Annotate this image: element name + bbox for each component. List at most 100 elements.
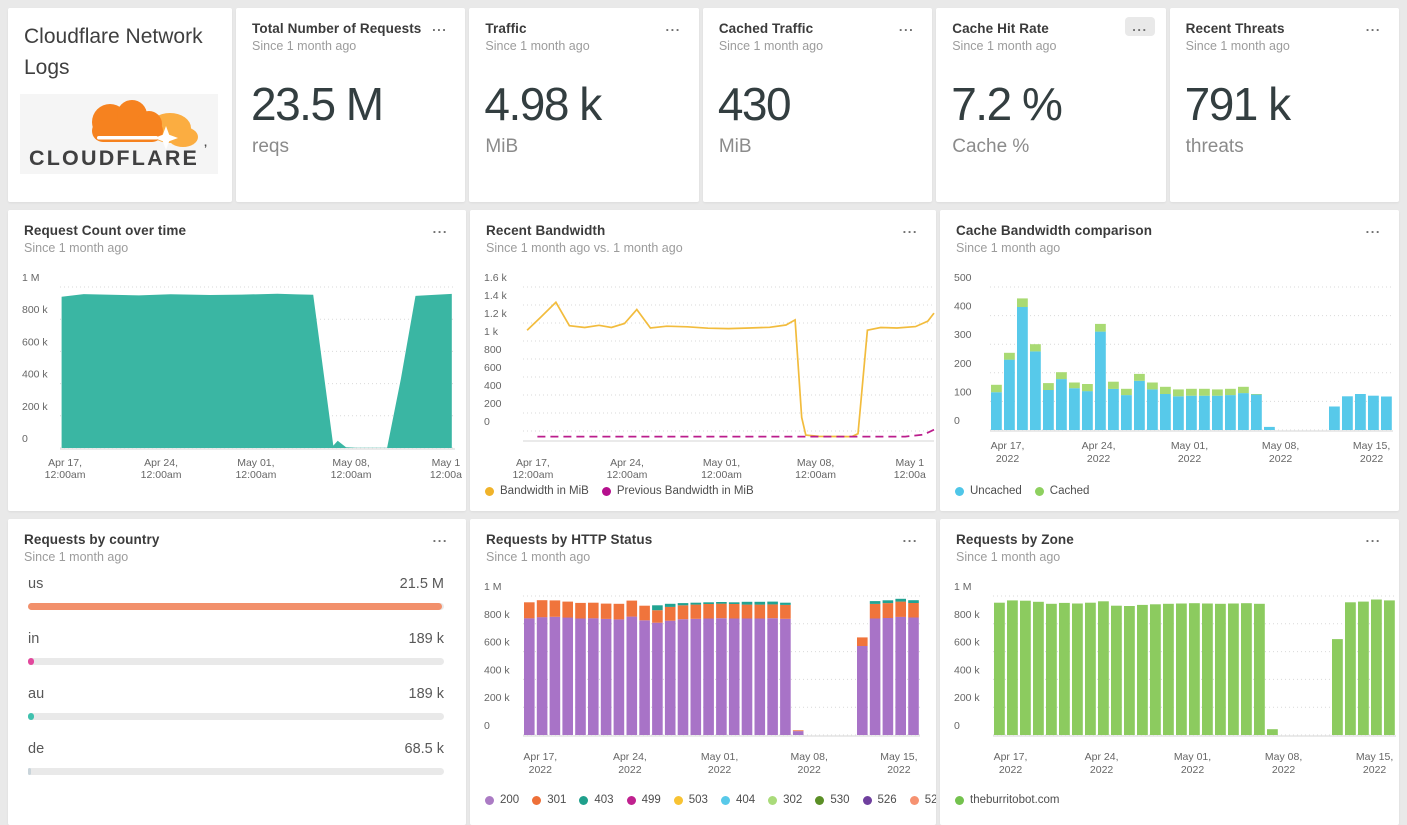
country-bar-fill [28, 713, 34, 720]
svg-text:2022: 2022 [1087, 453, 1111, 465]
legend-dot [909, 795, 919, 805]
legend-item[interactable]: Bandwidth in MiB [485, 485, 589, 497]
svg-text:12:00am: 12:00am [235, 469, 276, 481]
country-bar-fill [28, 603, 442, 610]
svg-text:May 15,: May 15, [880, 751, 917, 763]
legend-item[interactable]: 404 [720, 794, 755, 806]
stats-row: Cloudflare Network Logs CLOUDFLARE ’ Tot… [8, 8, 1400, 202]
legend-label: Previous Bandwidth in MiB [616, 485, 754, 497]
panel-title: Requests by HTTP Status [486, 532, 653, 547]
legend-item[interactable]: Cached [1034, 485, 1090, 497]
legend-label: Bandwidth in MiB [500, 485, 589, 497]
legend-dot [815, 795, 825, 805]
legend-item[interactable]: theburritobot.com [955, 794, 1060, 806]
country-value: 21.5 M [399, 576, 444, 592]
svg-text:Apr 24,: Apr 24, [1085, 751, 1119, 763]
legend-label: 524 [924, 794, 936, 806]
svg-text:2022: 2022 [618, 764, 642, 776]
svg-text:400 k: 400 k [484, 664, 510, 676]
legend-item[interactable]: 200 [485, 794, 519, 806]
panel-recent-threats: Recent Threats Since 1 month ago ... 791… [1169, 8, 1400, 202]
country-bar-fill [28, 768, 31, 775]
more-options-button[interactable]: ... [1365, 221, 1381, 236]
cache-bandwidth-chart: 500 400 300 200 100 0 Apr 17, 2022 Apr 24, 2022 Ma… [940, 210, 1399, 511]
svg-text:1 M: 1 M [954, 581, 972, 593]
svg-text:800 k: 800 k [954, 609, 980, 621]
svg-text:600 k: 600 k [484, 637, 510, 649]
country-label: in [28, 631, 40, 647]
dashboard-title: Cloudflare Network Logs [24, 25, 203, 80]
panel-title: Requests by Zone [956, 532, 1074, 547]
more-options-button[interactable]: ... [902, 221, 918, 236]
svg-text:0: 0 [954, 720, 960, 732]
svg-text:Apr 24,: Apr 24, [613, 751, 647, 763]
panel-cache-hit-rate: Cache Hit Rate Since 1 month ago ... 7.2… [936, 8, 1166, 202]
svg-text:May 08,: May 08, [791, 751, 828, 763]
svg-text:12:00am: 12:00am [331, 469, 372, 481]
panel-subtitle: Since 1 month ago [718, 39, 824, 53]
legend-dot [532, 795, 542, 805]
svg-text:0: 0 [22, 433, 28, 445]
legend-dot [1034, 486, 1044, 496]
panel-requests-by-http-status: 1 M 800 k 600 k 400 k 200 k 0 Apr 17, 2022 Apr 2… [470, 519, 936, 825]
legend-item[interactable]: 503 [673, 794, 708, 806]
country-row: us 21.5 M [28, 574, 444, 610]
svg-text:May 01,: May 01, [701, 751, 738, 763]
country-chart: us 21.5 M in 189 k au 189 k de 68.5 k [28, 574, 444, 794]
more-options-button[interactable]: ... [1365, 530, 1381, 545]
legend-item[interactable]: 526 [862, 794, 897, 806]
svg-text:May 1: May 1 [896, 457, 925, 469]
more-options-button[interactable]: ... [1125, 17, 1155, 36]
panel-title: Requests by country [24, 532, 160, 547]
svg-text:600 k: 600 k [22, 336, 48, 348]
svg-text:1.2 k: 1.2 k [484, 308, 508, 320]
zone-chart: 1 M 800 k 600 k 400 k 200 k 0 Apr 17, 2022 Apr 2… [940, 519, 1399, 825]
legend-item[interactable]: Previous Bandwidth in MiB [601, 485, 754, 497]
legend-item[interactable]: 301 [532, 794, 566, 806]
svg-text:400: 400 [954, 301, 972, 313]
country-row: de 68.5 k [28, 739, 444, 775]
svg-text:Apr 17,: Apr 17, [516, 457, 550, 469]
svg-text:12:00am: 12:00am [512, 469, 553, 481]
cloudflare-logo-mark: ’ [204, 143, 207, 155]
panel-subtitle: Since 1 month ago [952, 39, 1057, 53]
panel-title: Recent Bandwidth [486, 223, 606, 238]
svg-text:May 01,: May 01, [703, 457, 740, 469]
more-options-button[interactable]: ... [902, 530, 918, 545]
legend-label: 503 [688, 794, 708, 806]
more-options-button[interactable]: ... [432, 221, 448, 236]
legend-label: Cached [1049, 485, 1090, 497]
svg-text:600 k: 600 k [954, 637, 980, 649]
request-count-chart: 1 M 800 k 600 k 400 k 200 k 0 Apr 17, 12:00am Ap… [8, 210, 466, 511]
more-options-button[interactable]: ... [665, 19, 681, 34]
legend-item[interactable]: 524 [909, 794, 936, 806]
more-options-button[interactable]: ... [1365, 19, 1382, 34]
legend-dot [579, 795, 589, 805]
legend-item[interactable]: Uncached [955, 485, 1022, 497]
more-options-button[interactable]: ... [898, 19, 915, 34]
legend-item[interactable]: 530 [815, 794, 850, 806]
panel-subtitle: Since 1 month ago [24, 241, 129, 255]
legend-label: theburritobot.com [970, 794, 1060, 806]
svg-text:2022: 2022 [529, 764, 553, 776]
svg-text:Apr 24,: Apr 24, [1082, 440, 1116, 452]
legend-item[interactable]: 499 [626, 794, 661, 806]
svg-text:2022: 2022 [798, 764, 822, 776]
legend-dot [955, 795, 964, 805]
panel-title: Total Number of Requests [252, 21, 422, 36]
panel-cache-bandwidth: 500 400 300 200 100 0 Apr 17, 2022 Apr 24, 2022 Ma… [940, 210, 1399, 511]
legend-item[interactable]: 403 [579, 794, 614, 806]
svg-text:12:00am: 12:00am [141, 469, 182, 481]
http-status-chart: 1 M 800 k 600 k 400 k 200 k 0 Apr 17, 2022 Apr 2… [470, 519, 936, 825]
more-options-button[interactable]: ... [432, 530, 448, 545]
svg-text:Apr 24,: Apr 24, [144, 457, 178, 469]
legend-item[interactable]: 302 [768, 794, 802, 806]
svg-text:Apr 17,: Apr 17, [523, 751, 557, 763]
charts-row-2: Requests by country Since 1 month ago ..… [8, 519, 1399, 825]
more-options-button[interactable]: ... [432, 19, 448, 34]
panel-subtitle: Since 1 month ago [486, 550, 591, 564]
svg-text:2022: 2022 [996, 453, 1020, 465]
svg-text:May 01,: May 01, [1171, 440, 1208, 452]
